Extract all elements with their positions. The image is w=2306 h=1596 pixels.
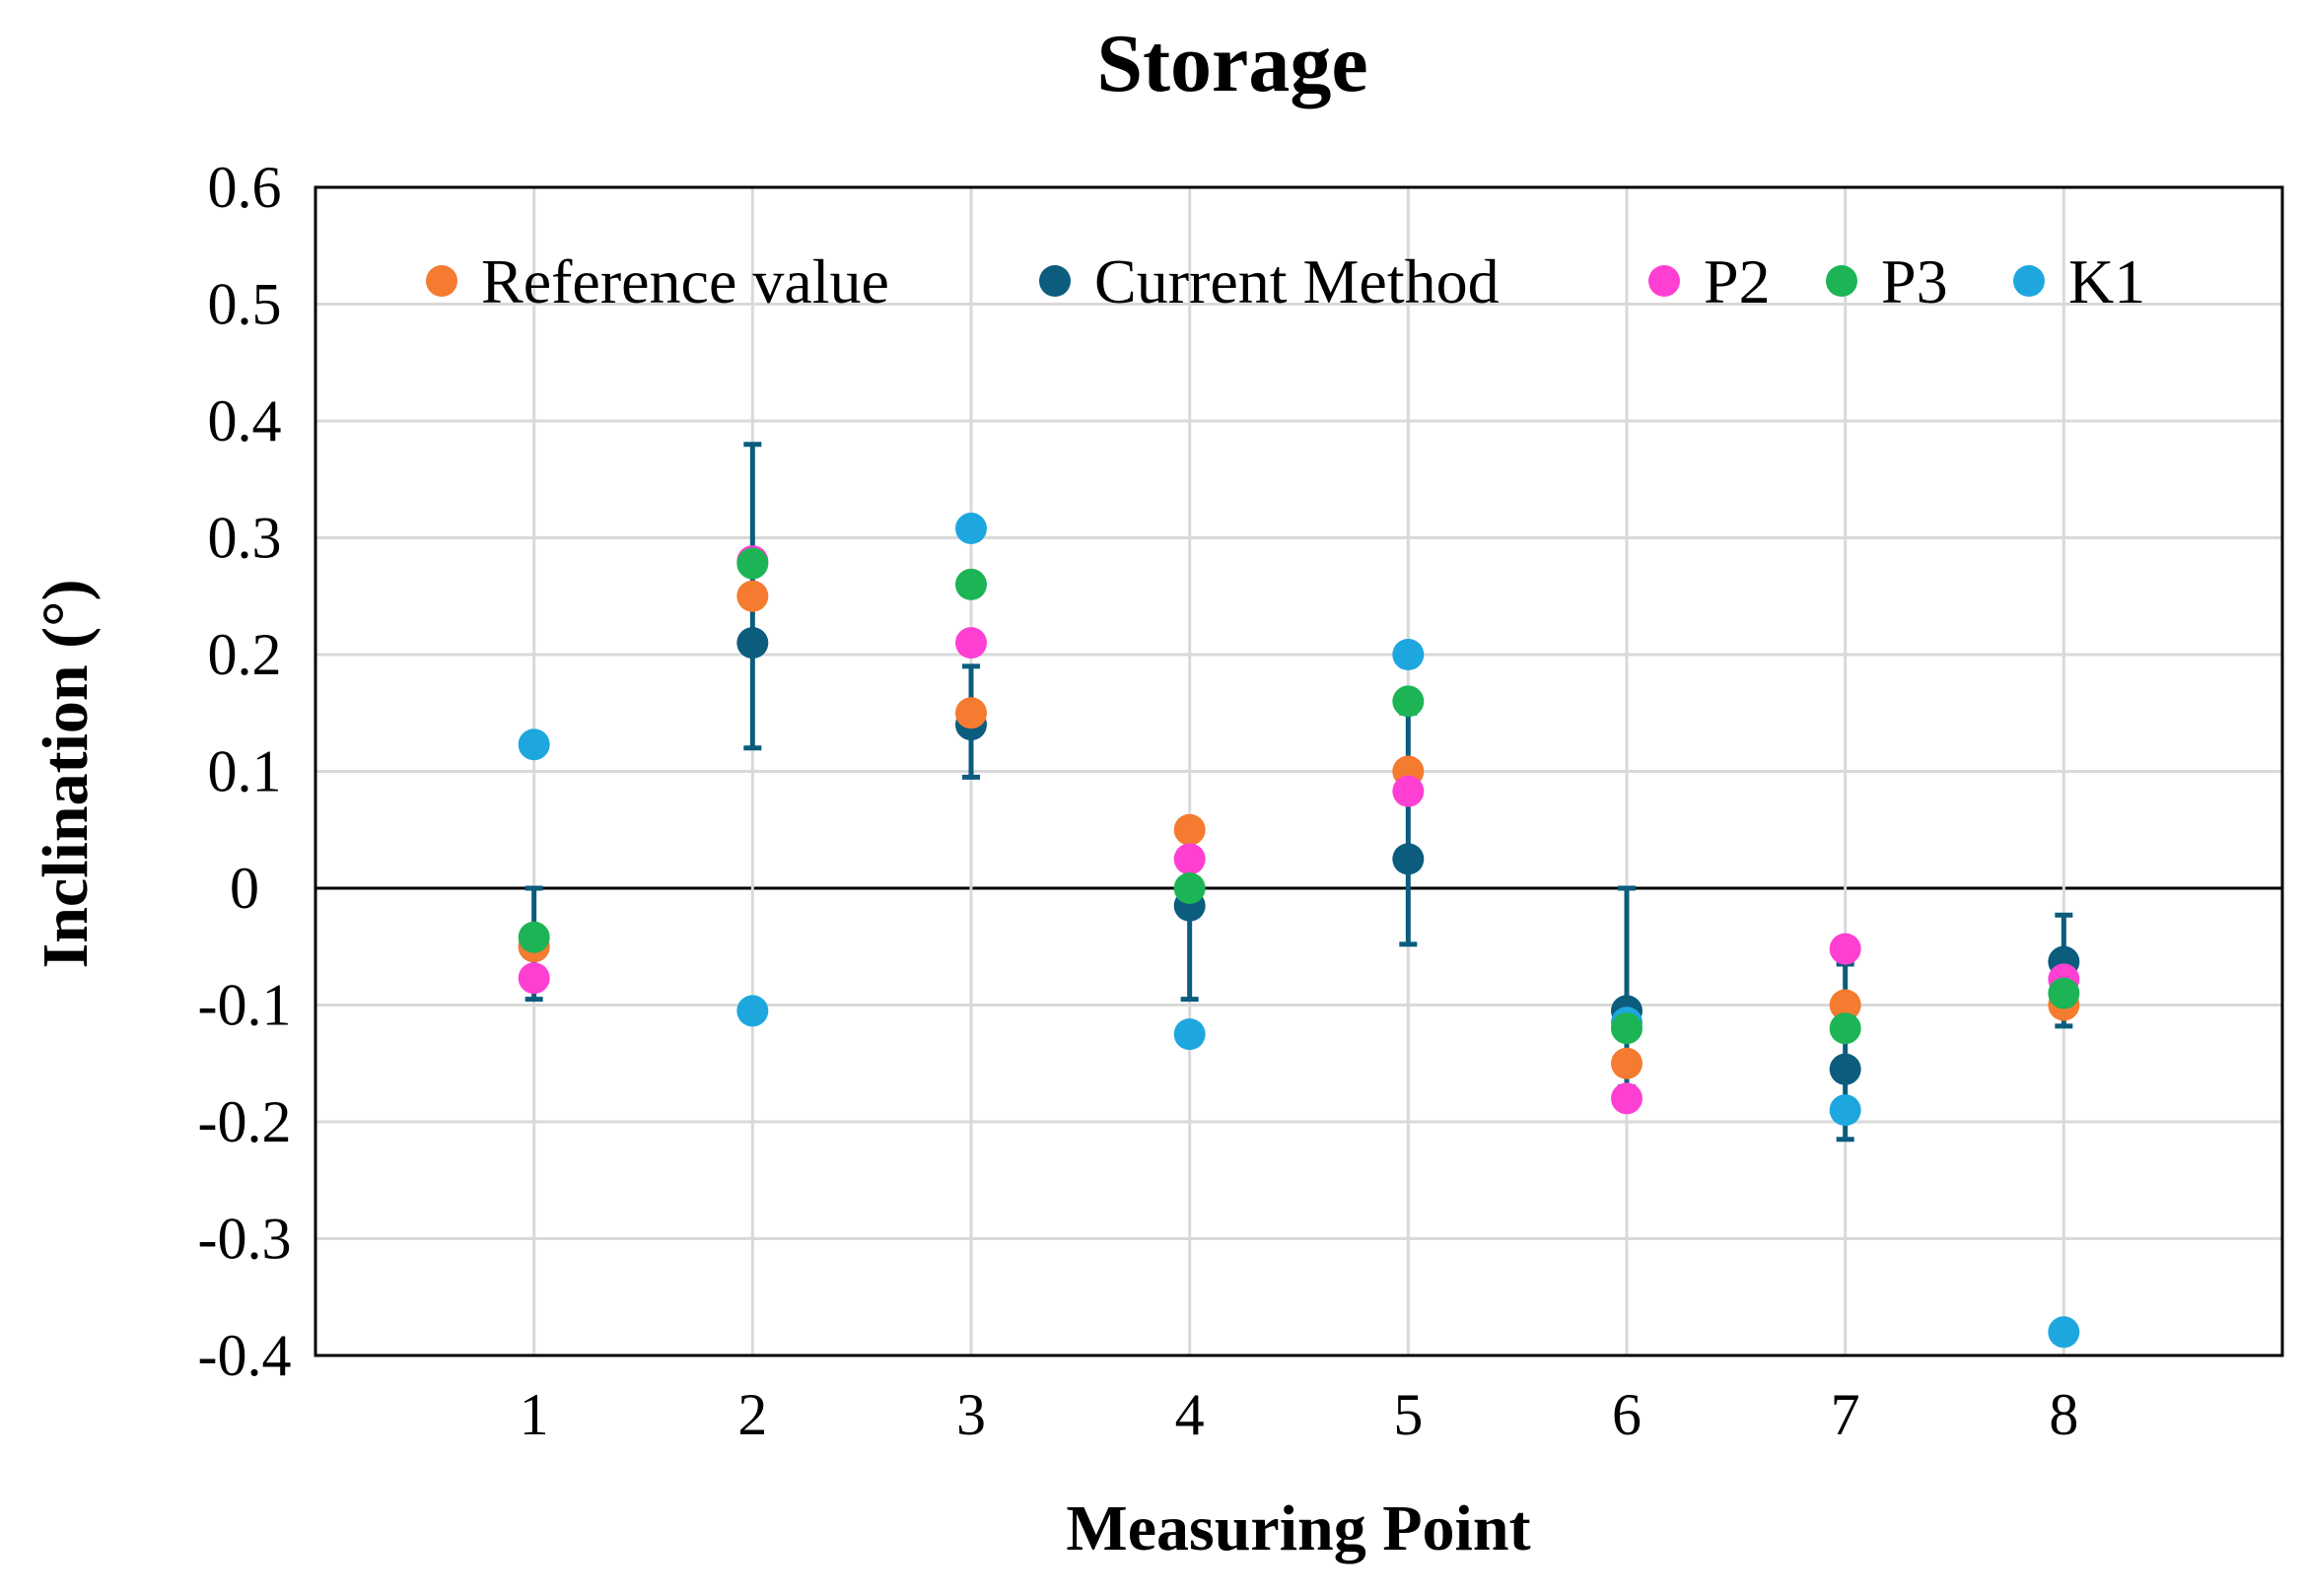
data-point-k1 [1829, 1094, 1861, 1127]
data-point-p3 [1829, 1012, 1861, 1045]
data-point-p3 [1173, 872, 1206, 904]
data-point-k1 [955, 513, 987, 545]
x-tick-label: 8 [2049, 1382, 2078, 1447]
data-point-reference-value [955, 697, 987, 729]
y-tick-label: 0.4 [208, 388, 282, 453]
legend-marker [2013, 265, 2045, 297]
chart-title: Storage [1096, 18, 1367, 109]
x-tick-label: 2 [737, 1382, 767, 1447]
data-point-k1 [518, 729, 550, 761]
data-point-k1 [1392, 639, 1425, 670]
data-point-current-method [1392, 843, 1425, 875]
data-point-layer [518, 513, 2080, 1349]
plot-area-border [314, 185, 2284, 1357]
y-tick-label: 0 [230, 856, 259, 921]
data-point-reference-value [1611, 1047, 1642, 1079]
data-point-p3 [1611, 1012, 1642, 1045]
legend-label: P3 [1881, 246, 1948, 316]
y-tick-label: 0.2 [208, 622, 282, 687]
y-tick-label: -0.1 [198, 973, 292, 1038]
data-point-p2 [518, 962, 550, 995]
y-tick-label: 0.1 [208, 739, 282, 804]
x-tick-label: 3 [956, 1382, 986, 1447]
y-tick-label: -0.4 [198, 1323, 292, 1388]
data-point-p2 [1392, 775, 1425, 807]
legend: Reference value Current Method P2 P3 K1 [426, 246, 2145, 316]
x-tick-label: 1 [520, 1382, 549, 1447]
y-tick-label: 0.6 [208, 155, 282, 220]
x-tick-label: 7 [1831, 1382, 1860, 1447]
data-point-p3 [736, 547, 769, 580]
legend-label: K1 [2068, 246, 2145, 316]
data-point-reference-value [736, 580, 769, 612]
data-point-reference-value [1173, 813, 1206, 846]
x-tick-label: 5 [1393, 1382, 1423, 1447]
x-tick-label: 4 [1175, 1382, 1205, 1447]
data-point-reference-value [1829, 989, 1861, 1021]
x-axis-title: Measuring Point [1066, 1492, 1530, 1564]
y-tick-label: -0.2 [198, 1089, 292, 1154]
grid-layer [315, 185, 2282, 1357]
y-tick-label: 0.3 [208, 506, 282, 571]
data-point-k1 [1173, 1018, 1206, 1051]
data-point-p2 [955, 627, 987, 659]
data-point-k1 [736, 995, 769, 1027]
legend-marker [1826, 265, 1857, 297]
x-tick-label: 6 [1612, 1382, 1642, 1447]
y-tick-label: -0.3 [198, 1207, 292, 1272]
legend-marker [1648, 265, 1680, 297]
legend-label: P2 [1704, 246, 1771, 316]
legend-marker [1039, 265, 1071, 297]
tick-layer: 0.6 0.5 0.4 0.3 0.2 0.1 0 -0.1 -0.2 -0.3 -0.4 1 2 3 4 5… [198, 155, 2079, 1447]
data-point-p3 [2048, 977, 2080, 1009]
y-axis-title: Inclination (°) [30, 580, 102, 969]
data-point-p2 [1173, 843, 1206, 875]
data-point-p2 [1611, 1082, 1642, 1115]
data-point-p3 [955, 568, 987, 600]
legend-label: Reference value [481, 246, 889, 316]
y-tick-label: 0.5 [208, 272, 282, 337]
legend-label: Current Method [1094, 246, 1500, 316]
data-point-p3 [1392, 685, 1425, 718]
legend-marker [426, 265, 457, 297]
data-point-k1 [2048, 1316, 2080, 1349]
data-point-current-method [736, 627, 769, 659]
data-point-current-method [1829, 1053, 1861, 1085]
data-point-p2 [1829, 933, 1861, 965]
data-point-p3 [518, 921, 550, 953]
